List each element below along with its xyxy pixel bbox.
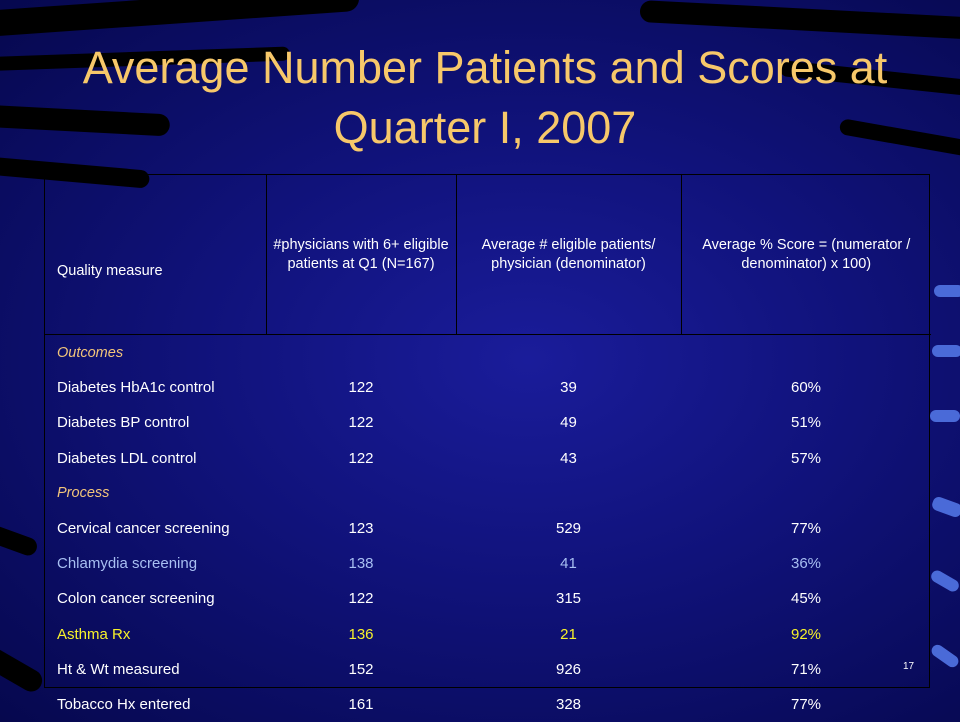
cell-physicians: 122 (348, 414, 374, 432)
table-row: Chlamydia screening 138 41 36% (45, 546, 931, 581)
edge-accent (929, 568, 960, 594)
table-row: Diabetes HbA1c control 122 39 60% (45, 370, 931, 405)
cell-score: 60% (790, 379, 822, 397)
slide-number: 17 (903, 661, 915, 672)
background-streak (0, 520, 40, 558)
cell-measure: Tobacco Hx entered (57, 695, 191, 713)
cell-physicians: 122 (348, 379, 374, 397)
cell-physicians: 122 (348, 449, 374, 467)
cell-avg-patients: 43 (560, 449, 577, 467)
cell-measure: Ht & Wt measured (57, 660, 180, 678)
cell-avg-patients: 39 (560, 379, 577, 397)
cell-physicians: 123 (348, 520, 374, 538)
section-label: Process (57, 485, 110, 502)
cell-score: 36% (790, 555, 822, 573)
table-row: Ht & Wt measured 152 926 71% (45, 652, 931, 687)
cell-score: 51% (790, 414, 822, 432)
header-physicians: #physicians with 6+ eligible patients at… (266, 175, 457, 335)
quality-measures-table: Quality measure #physicians with 6+ elig… (44, 174, 931, 713)
section-row-process: Process (45, 476, 931, 511)
table-row: Diabetes BP control 122 49 51% (45, 405, 931, 440)
cell-physicians: 122 (348, 590, 374, 608)
section-row-outcomes: Outcomes (45, 335, 931, 371)
cell-physicians: 138 (348, 555, 374, 573)
cell-physicians: 161 (348, 695, 374, 713)
cell-score: 71% (790, 660, 822, 678)
table-row: Tobacco Hx entered 161 328 77% (45, 687, 931, 722)
background-streak (0, 641, 47, 696)
cell-avg-patients: 328 (555, 695, 582, 713)
cell-avg-patients: 41 (560, 555, 577, 573)
cell-measure: Cervical cancer screening (57, 520, 230, 538)
background-streak (0, 0, 360, 40)
header-avg-score: Average % Score = (numerator / denominat… (681, 175, 931, 335)
edge-accent (930, 495, 960, 519)
edge-accent (932, 345, 960, 357)
edge-accent (934, 285, 960, 297)
header-quality-measure: Quality measure (45, 175, 267, 335)
cell-physicians: 136 (348, 625, 374, 643)
cell-measure: Diabetes HbA1c control (57, 379, 215, 397)
cell-score: 77% (790, 520, 822, 538)
table-row: Diabetes LDL control 122 43 57% (45, 441, 931, 476)
cell-measure: Colon cancer screening (57, 590, 215, 608)
table-header-row: Quality measure #physicians with 6+ elig… (45, 175, 931, 335)
cell-avg-patients: 315 (555, 590, 582, 608)
cell-measure: Chlamydia screening (57, 555, 198, 573)
header-avg-patients: Average # eligible patients/ physician (… (456, 175, 682, 335)
cell-avg-patients: 529 (555, 520, 582, 538)
table-row: Asthma Rx 136 21 92% (45, 617, 931, 652)
cell-score: 77% (790, 695, 822, 713)
data-table: Quality measure #physicians with 6+ elig… (45, 175, 931, 722)
cell-score: 57% (790, 449, 822, 467)
table-row: Cervical cancer screening 123 529 77% (45, 511, 931, 546)
background-streak (639, 0, 960, 40)
section-label: Outcomes (57, 344, 124, 361)
cell-score: 92% (790, 625, 822, 643)
cell-score: 45% (790, 590, 822, 608)
table-row: Colon cancer screening 122 315 45% (45, 581, 931, 616)
cell-avg-patients: 926 (555, 660, 582, 678)
cell-physicians: 152 (348, 660, 374, 678)
cell-avg-patients: 49 (560, 414, 577, 432)
cell-avg-patients: 21 (560, 625, 577, 643)
edge-accent (929, 642, 960, 670)
cell-measure: Diabetes LDL control (57, 449, 197, 467)
edge-accent (930, 410, 960, 422)
cell-measure: Diabetes BP control (57, 414, 190, 432)
slide-title: Average Number Patients and Scores at Qu… (82, 42, 888, 153)
cell-measure: Asthma Rx (57, 625, 131, 643)
